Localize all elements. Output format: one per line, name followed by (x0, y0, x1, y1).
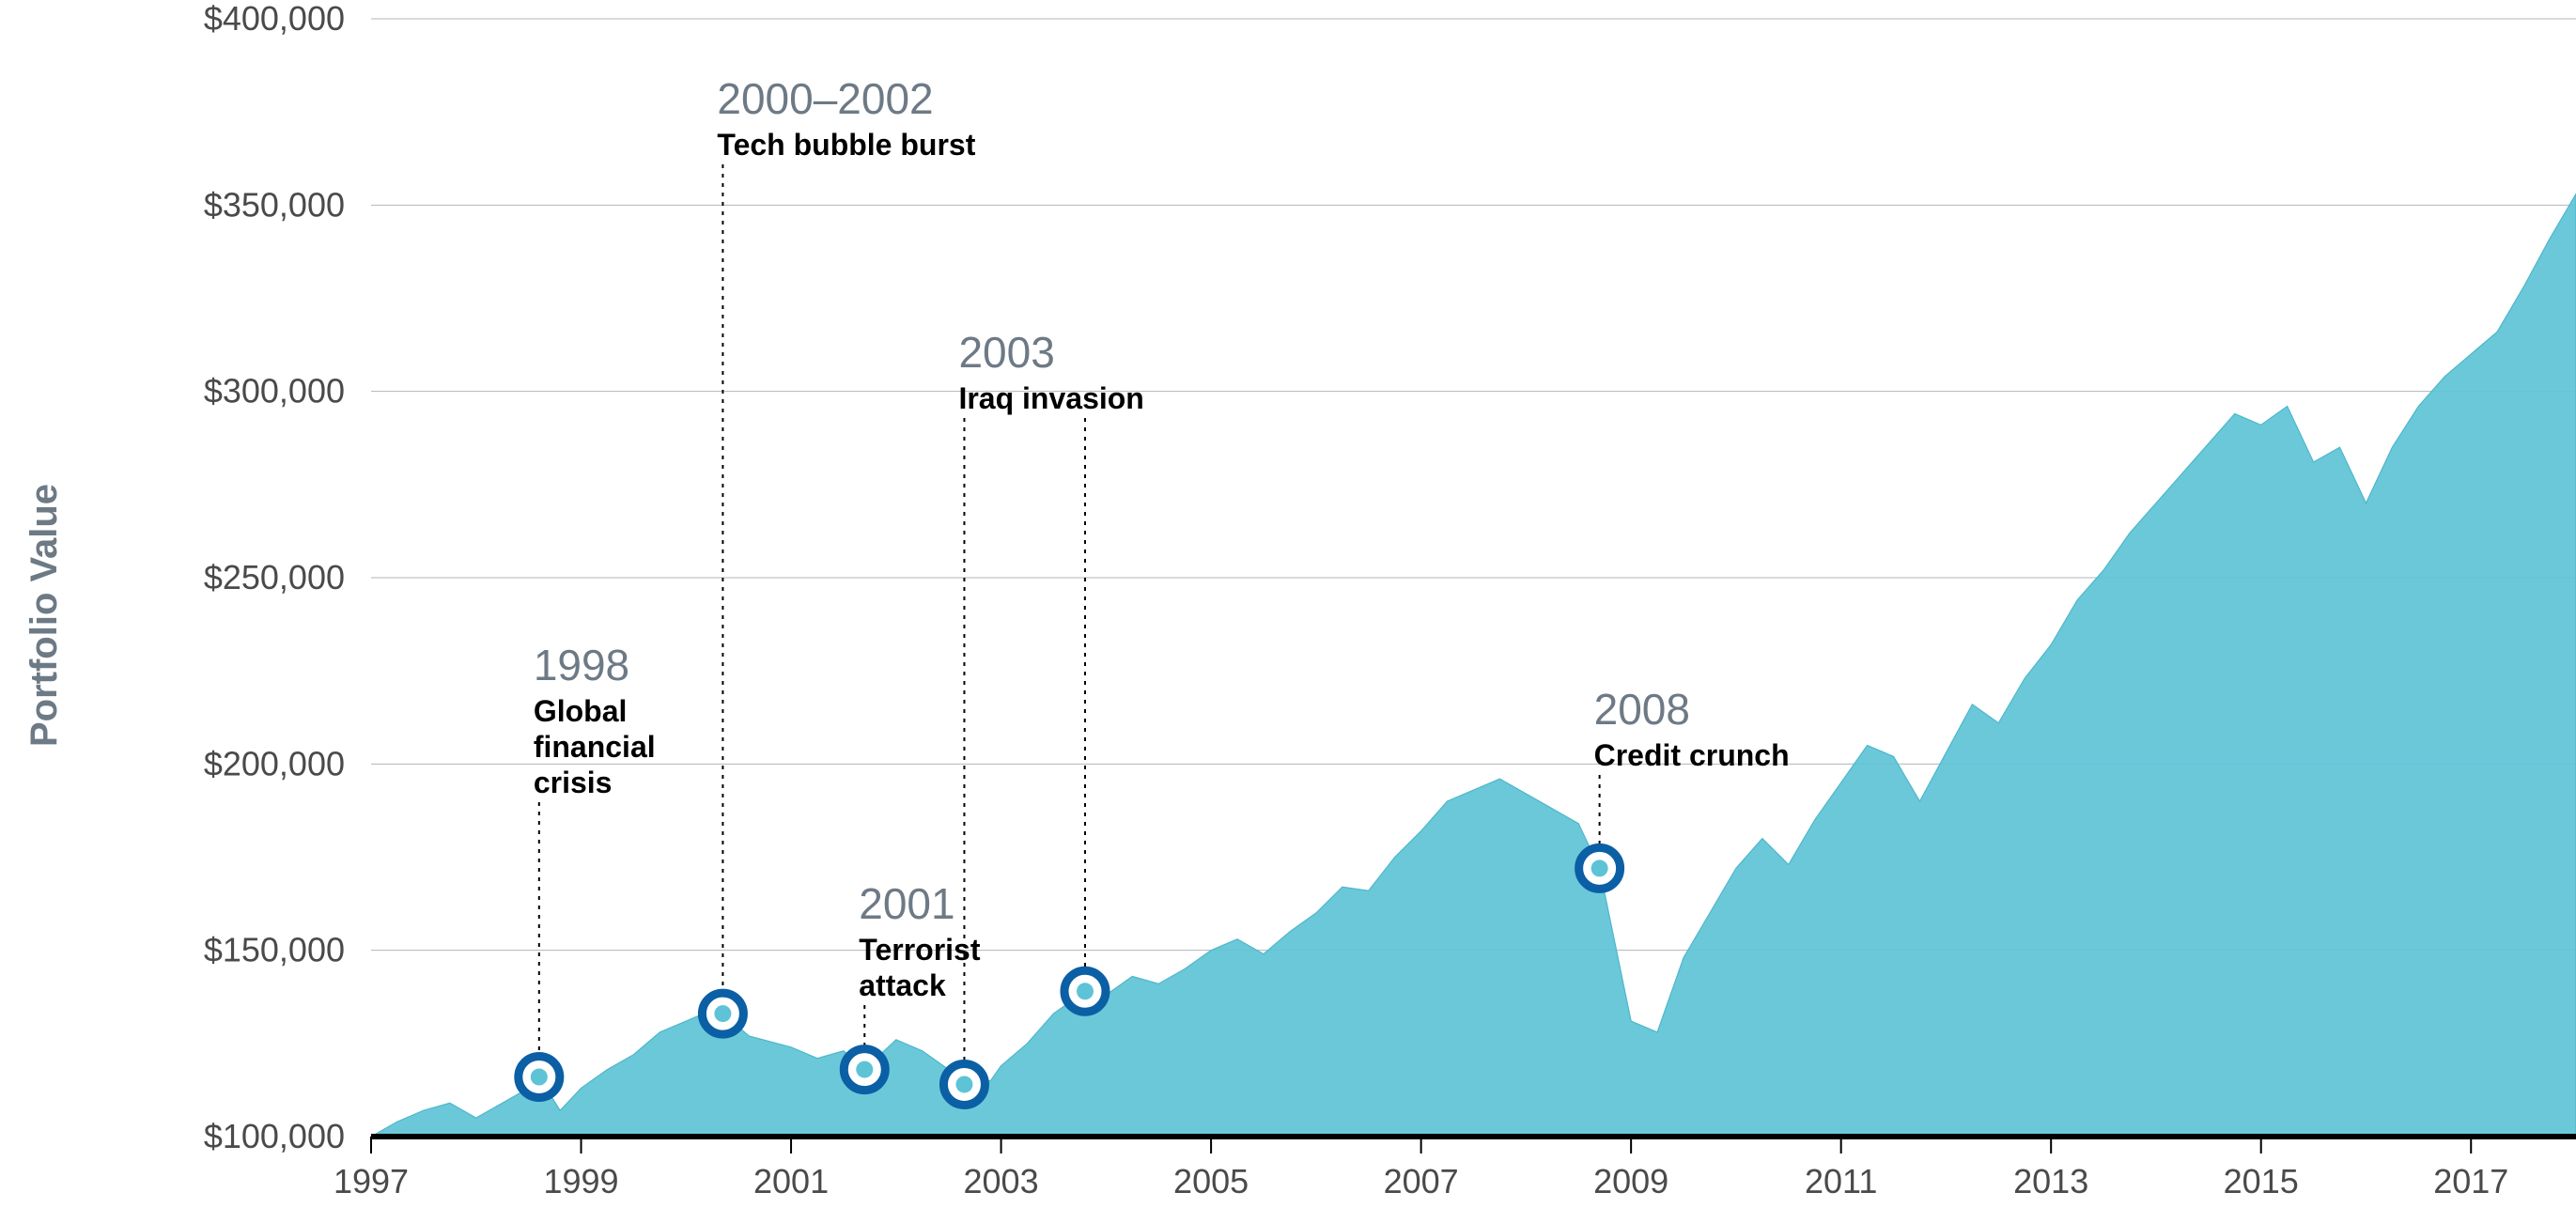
x-tick-label: 2005 (1173, 1162, 1249, 1200)
x-tick-label: 2007 (1384, 1162, 1459, 1200)
event-desc: attack (859, 968, 946, 1002)
y-axis-title: Portfolio Value (23, 484, 65, 747)
event-desc: Tech bubble burst (717, 128, 975, 162)
y-tick-label: $350,000 (204, 185, 345, 224)
event-year: 2003 (958, 328, 1054, 377)
x-tick-label: 2015 (2224, 1162, 2299, 1200)
x-tick-label: 1997 (334, 1162, 409, 1200)
y-tick-label: $250,000 (204, 558, 345, 596)
event-year: 2008 (1594, 685, 1690, 734)
portfolio-area (371, 194, 2576, 1137)
x-tick-label: 2003 (964, 1162, 1039, 1200)
event-marker-inner (1591, 859, 1608, 876)
x-tick-label: 1999 (543, 1162, 618, 1200)
event-desc: Credit crunch (1594, 738, 1790, 772)
event-year: 2000–2002 (717, 74, 933, 123)
event-desc: Iraq invasion (958, 381, 1143, 415)
event-year: 1998 (534, 641, 629, 689)
x-tick-label: 2011 (1805, 1162, 1877, 1200)
event-year: 2001 (859, 879, 954, 928)
event-desc: crisis (534, 766, 613, 799)
event-desc: Terrorist (859, 933, 981, 967)
event-marker-inner (531, 1069, 548, 1086)
y-tick-label: $200,000 (204, 744, 345, 782)
event-marker-inner (955, 1076, 972, 1092)
event-marker-inner (714, 1005, 731, 1022)
chart-svg: $100,000 $150,000 $200,000 $250,000 $300,000… (0, 0, 2576, 1223)
y-tick-label: $100,000 (204, 1117, 345, 1155)
portfolio-value-chart: $100,000 $150,000 $200,000 $250,000 $300,000… (0, 0, 2576, 1223)
event-marker-inner (856, 1061, 873, 1078)
y-tick-label: $150,000 (204, 931, 345, 969)
y-tick-label: $400,000 (204, 0, 345, 38)
x-tick-label: 2009 (1593, 1162, 1668, 1200)
x-tick-label: 2017 (2433, 1162, 2508, 1200)
event-desc: Global (534, 694, 628, 728)
event-marker-inner (1077, 983, 1094, 999)
event-desc: financial (534, 730, 656, 764)
x-tick-label: 2001 (753, 1162, 829, 1200)
x-tick-label: 2013 (2013, 1162, 2088, 1200)
y-tick-label: $300,000 (204, 372, 345, 410)
